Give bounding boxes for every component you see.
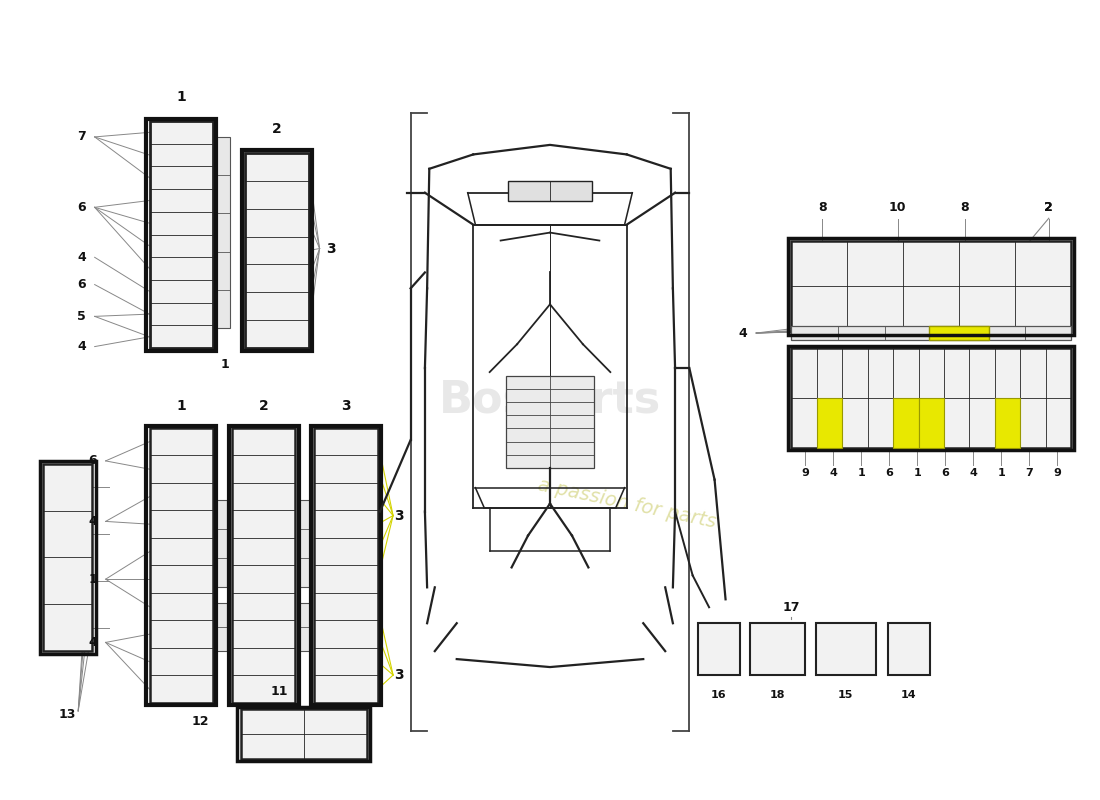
Text: 3: 3 [326, 242, 336, 255]
Bar [791, 326, 1071, 340]
Bar [245, 153, 309, 348]
Bar [508, 181, 592, 201]
Bar [750, 623, 804, 675]
Bar [150, 121, 213, 348]
Text: 4: 4 [77, 340, 86, 353]
Bar [299, 500, 310, 587]
Text: 7: 7 [77, 130, 86, 143]
Text: 1: 1 [913, 468, 921, 478]
Bar [815, 623, 876, 675]
Text: 6: 6 [88, 454, 97, 467]
Bar [299, 603, 310, 651]
Text: 17: 17 [782, 601, 800, 614]
Bar [232, 428, 296, 703]
Text: 6: 6 [77, 201, 86, 214]
Bar [217, 137, 230, 328]
Text: 2: 2 [1044, 201, 1053, 214]
Text: a passion for parts: a passion for parts [536, 475, 717, 532]
Text: 7: 7 [1025, 468, 1033, 478]
Text: 4: 4 [739, 326, 748, 339]
Text: 3: 3 [394, 668, 404, 682]
Bar [893, 398, 918, 448]
Bar [791, 348, 1071, 448]
Bar [217, 500, 228, 587]
Bar [238, 707, 370, 761]
Bar [315, 428, 377, 703]
Text: 11: 11 [271, 686, 288, 698]
Bar [888, 623, 930, 675]
Bar [506, 376, 594, 468]
Bar [40, 462, 96, 654]
Text: 1: 1 [858, 468, 866, 478]
Text: 8: 8 [818, 201, 826, 214]
Text: 1: 1 [998, 468, 1005, 478]
Bar [817, 398, 843, 448]
Bar [43, 464, 92, 651]
Text: 4: 4 [829, 468, 837, 478]
Text: 14: 14 [901, 690, 916, 700]
Text: 15: 15 [837, 690, 852, 700]
Text: 10: 10 [889, 201, 906, 214]
Text: 12: 12 [191, 714, 209, 728]
Text: 18: 18 [769, 690, 785, 700]
Bar [146, 118, 217, 350]
Bar [217, 603, 228, 651]
Text: BosParts: BosParts [439, 378, 661, 422]
Bar [994, 398, 1021, 448]
Text: 3: 3 [394, 509, 404, 522]
Text: 16: 16 [712, 690, 727, 700]
Text: 9: 9 [1054, 468, 1062, 478]
Bar [229, 426, 299, 706]
Text: 2: 2 [272, 122, 282, 136]
Bar [311, 426, 381, 706]
Bar [242, 150, 312, 350]
Text: 2: 2 [258, 398, 268, 413]
Bar [698, 623, 740, 675]
Text: 8: 8 [960, 201, 969, 214]
Text: 1: 1 [176, 90, 186, 104]
Text: 1: 1 [88, 573, 97, 586]
Bar [241, 710, 366, 758]
Text: 13: 13 [58, 709, 76, 722]
Text: 4: 4 [88, 515, 97, 528]
Bar [918, 398, 944, 448]
Text: 4: 4 [969, 468, 977, 478]
Text: 6: 6 [77, 278, 86, 291]
Text: 6: 6 [886, 468, 893, 478]
Text: 9: 9 [802, 468, 810, 478]
Text: 2: 2 [1044, 201, 1053, 214]
Text: 4: 4 [77, 250, 86, 264]
Text: 6: 6 [942, 468, 949, 478]
Bar [791, 241, 1071, 332]
Text: 3: 3 [341, 398, 351, 413]
Bar [928, 326, 989, 340]
Text: 1: 1 [176, 398, 186, 413]
Bar [146, 426, 217, 706]
Bar [150, 428, 213, 703]
Text: 5: 5 [77, 310, 86, 323]
Bar [788, 346, 1075, 450]
Text: 1: 1 [221, 358, 230, 370]
Text: 4: 4 [88, 636, 97, 649]
Bar [788, 238, 1075, 334]
